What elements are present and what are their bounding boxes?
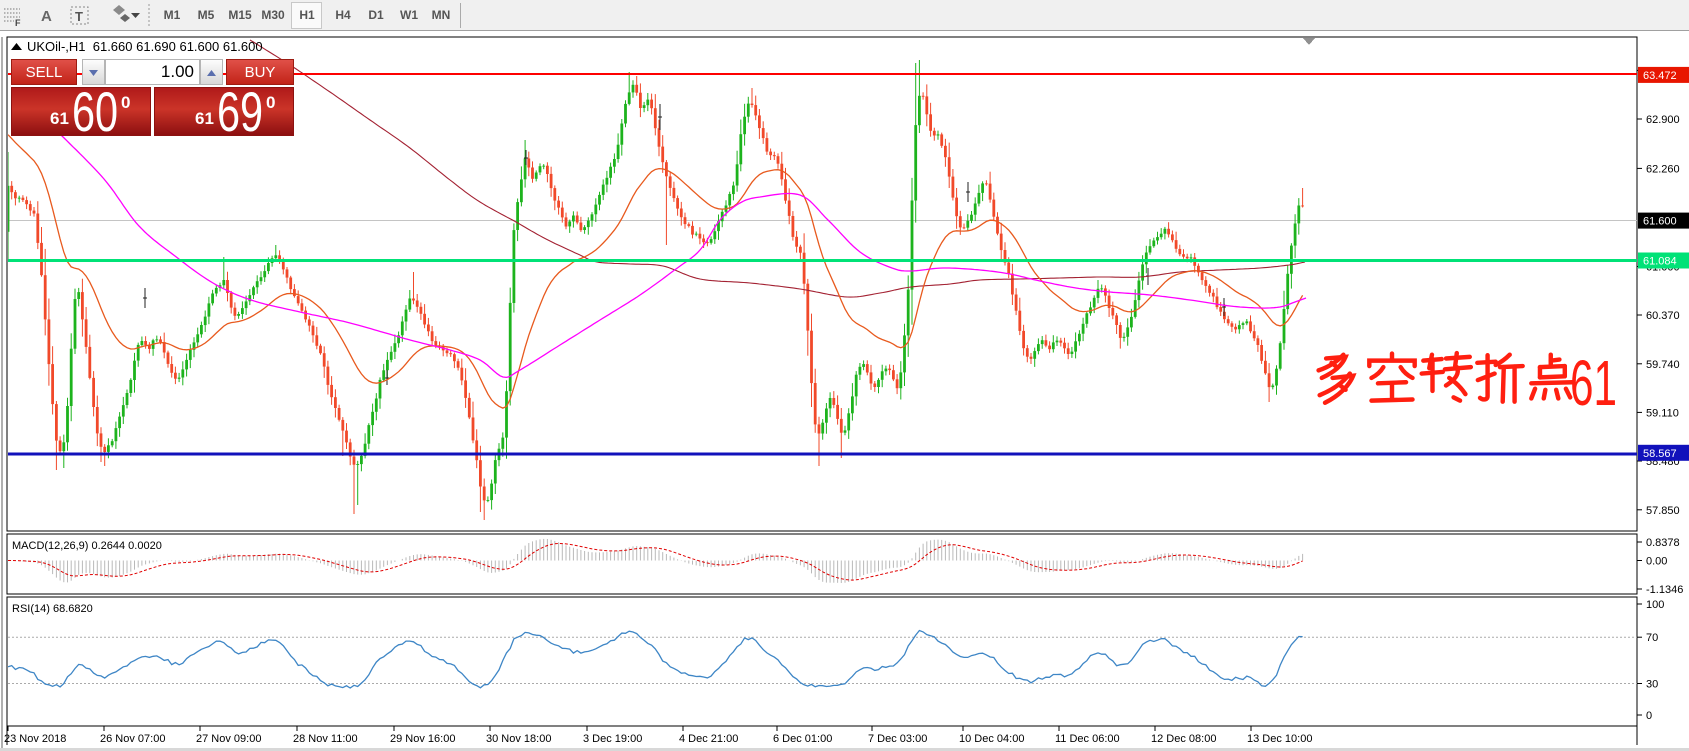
svg-text:30: 30 <box>1646 679 1658 691</box>
svg-text:F: F <box>15 18 21 28</box>
svg-text:23 Nov 2018: 23 Nov 2018 <box>4 733 66 745</box>
svg-text:62.260: 62.260 <box>1646 163 1680 175</box>
svg-text:UKOil-,H1 61.660 61.690 61.60: UKOil-,H1 61.660 61.690 61.600 61.600 <box>27 39 263 54</box>
svg-text:59.110: 59.110 <box>1646 407 1679 419</box>
svg-text:3 Dec 19:00: 3 Dec 19:00 <box>583 733 642 745</box>
svg-text:0: 0 <box>1646 710 1652 722</box>
svg-text:A: A <box>41 8 52 25</box>
svg-text:61.600: 61.600 <box>1643 216 1677 228</box>
svg-text:4 Dec 21:00: 4 Dec 21:00 <box>679 733 738 745</box>
svg-text:30 Nov 18:00: 30 Nov 18:00 <box>486 733 551 745</box>
svg-text:MACD(12,26,9) 0.2644 0.0020: MACD(12,26,9) 0.2644 0.0020 <box>12 540 162 552</box>
svg-text:13 Dec 10:00: 13 Dec 10:00 <box>1247 733 1312 745</box>
svg-text:T: T <box>75 9 83 24</box>
svg-text:RSI(14) 68.6820: RSI(14) 68.6820 <box>12 603 93 615</box>
svg-text:6 Dec 01:00: 6 Dec 01:00 <box>773 733 832 745</box>
svg-text:60.370: 60.370 <box>1646 310 1680 322</box>
svg-text:28 Nov 11:00: 28 Nov 11:00 <box>293 733 358 745</box>
svg-text:62.900: 62.900 <box>1646 114 1680 126</box>
svg-text:61: 61 <box>1570 347 1617 419</box>
svg-text:11 Dec 06:00: 11 Dec 06:00 <box>1055 733 1120 745</box>
svg-text:27 Nov 09:00: 27 Nov 09:00 <box>196 733 261 745</box>
svg-text:59.740: 59.740 <box>1646 359 1680 371</box>
svg-text:26 Nov 07:00: 26 Nov 07:00 <box>100 733 165 745</box>
svg-text:57.850: 57.850 <box>1646 505 1680 517</box>
svg-text:-1.1346: -1.1346 <box>1646 584 1683 596</box>
svg-text:61.084: 61.084 <box>1643 256 1677 268</box>
svg-text:0.00: 0.00 <box>1646 556 1667 568</box>
svg-text:7 Dec 03:00: 7 Dec 03:00 <box>868 733 927 745</box>
svg-text:63.472: 63.472 <box>1643 70 1677 82</box>
svg-text:58.567: 58.567 <box>1643 448 1677 460</box>
svg-text:0.8378: 0.8378 <box>1646 537 1680 549</box>
svg-text:12 Dec 08:00: 12 Dec 08:00 <box>1151 733 1216 745</box>
svg-text:10 Dec 04:00: 10 Dec 04:00 <box>959 733 1024 745</box>
svg-text:100: 100 <box>1646 599 1664 611</box>
svg-text:29 Nov 16:00: 29 Nov 16:00 <box>390 733 455 745</box>
svg-text:70: 70 <box>1646 632 1658 644</box>
